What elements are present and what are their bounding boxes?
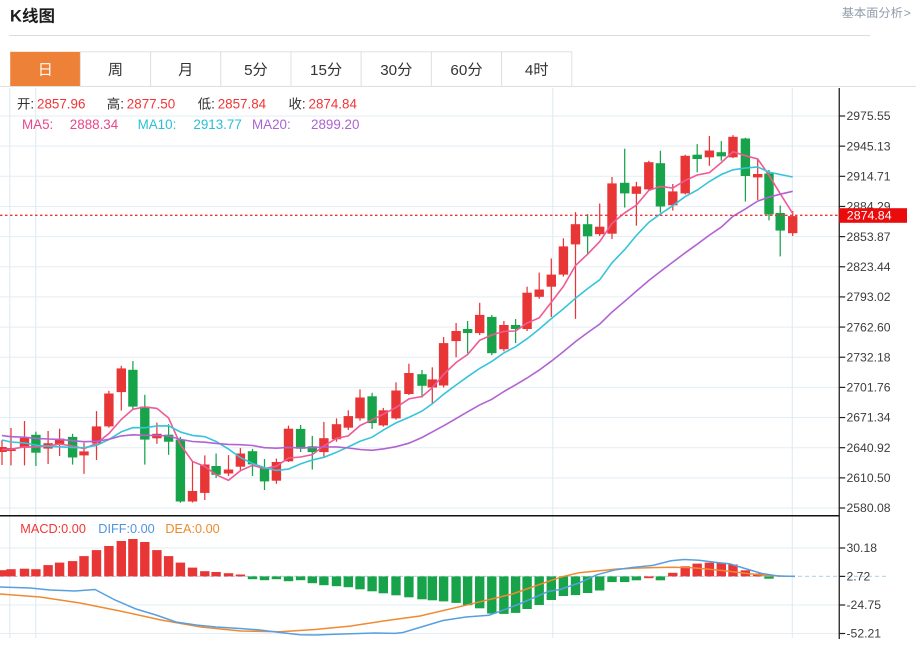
svg-text:2899.20: 2899.20 (311, 117, 359, 132)
svg-text:MA5:: MA5: (22, 117, 53, 132)
svg-text:2610.50: 2610.50 (847, 471, 891, 485)
svg-text::: : (302, 97, 306, 112)
svg-text:MA10:: MA10: (138, 117, 177, 132)
svg-text:2793.02: 2793.02 (847, 290, 891, 304)
svg-text:2580.08: 2580.08 (847, 501, 891, 515)
svg-text:2914.71: 2914.71 (847, 170, 891, 184)
svg-text:DEA:0.00: DEA:0.00 (165, 522, 219, 536)
svg-text:MACD:0.00: MACD:0.00 (20, 522, 86, 536)
svg-text:2945.13: 2945.13 (847, 139, 891, 153)
svg-text:2823.44: 2823.44 (847, 260, 891, 274)
svg-text:>: > (904, 6, 911, 20)
svg-text:15: 15 (310, 62, 327, 79)
svg-text::: : (30, 97, 34, 112)
svg-text:2877.50: 2877.50 (127, 97, 175, 112)
svg-text:2857.84: 2857.84 (218, 97, 267, 112)
svg-text:2762.60: 2762.60 (847, 320, 891, 334)
svg-text:-52.21: -52.21 (847, 627, 882, 641)
svg-text:4: 4 (525, 62, 533, 79)
svg-text:2640.92: 2640.92 (847, 441, 891, 455)
svg-text:60: 60 (450, 62, 467, 79)
svg-text:2975.55: 2975.55 (847, 109, 891, 123)
svg-text::: : (211, 97, 215, 112)
svg-text:DIFF:0.00: DIFF:0.00 (98, 522, 154, 536)
svg-text:2.72: 2.72 (847, 570, 871, 584)
svg-text:30.18: 30.18 (847, 541, 878, 555)
svg-text:2874.84: 2874.84 (309, 97, 358, 112)
svg-text:2671.34: 2671.34 (847, 411, 891, 425)
svg-text:2857.96: 2857.96 (37, 97, 85, 112)
svg-text:2874.84: 2874.84 (847, 209, 892, 223)
svg-text:2853.87: 2853.87 (847, 230, 891, 244)
svg-text::: : (120, 97, 124, 112)
svg-text:2701.76: 2701.76 (847, 381, 891, 395)
svg-text:K: K (10, 8, 22, 26)
svg-text:2732.18: 2732.18 (847, 350, 891, 364)
svg-text:MA20:: MA20: (252, 117, 291, 132)
svg-text:5: 5 (244, 62, 252, 79)
svg-text:2888.34: 2888.34 (70, 117, 119, 132)
svg-text:-24.75: -24.75 (847, 598, 882, 612)
svg-text:30: 30 (380, 62, 397, 79)
svg-text:2913.77: 2913.77 (193, 117, 241, 132)
